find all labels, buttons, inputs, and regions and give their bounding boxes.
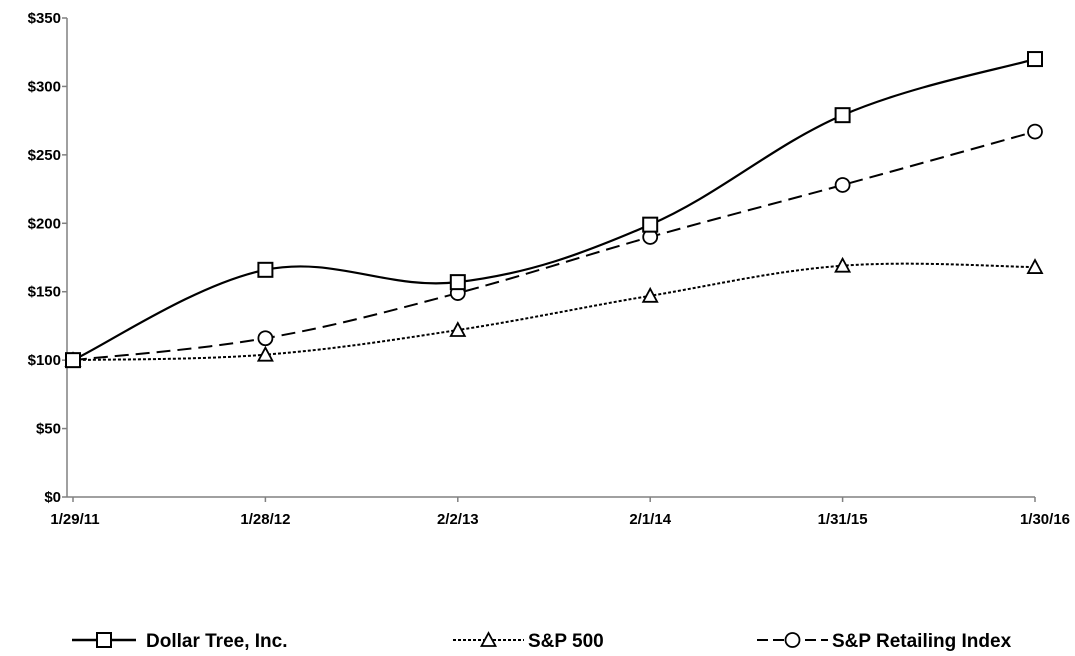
data-point-marker [642, 216, 659, 233]
data-point-marker [256, 345, 274, 362]
data-point-marker [834, 256, 852, 273]
data-point-marker [449, 274, 466, 291]
data-point-marker [834, 177, 851, 193]
data-point-marker [449, 321, 467, 337]
x-tick-label: 1/29/11 [50, 511, 99, 528]
legend-marker [479, 631, 498, 647]
data-point-marker [1027, 123, 1043, 140]
legend: Dollar Tree, Inc. S&P 500 S&P Retailing In… [72, 631, 1012, 652]
y-tick-label: $350 [28, 10, 61, 27]
x-tick-label: 1/30/16 [1020, 511, 1070, 528]
series-line [72, 58, 1036, 362]
series-line [72, 262, 1036, 362]
legend-marker [96, 632, 112, 648]
axes: $0 $50 $100 $150 $200 $250 $300 $350 1/29/11 1/28… [28, 10, 1070, 528]
x-tick-label: 1/31/15 [818, 511, 868, 528]
data-point-marker [1027, 51, 1043, 68]
legend-item: Dollar Tree, Inc. [72, 631, 288, 652]
x-tick-label: 2/2/13 [437, 511, 479, 528]
y-tick-label: $0 [44, 489, 61, 506]
data-point-marker [65, 352, 81, 369]
series-line [72, 130, 1036, 362]
series-sandp-retailing-index [65, 123, 1043, 369]
y-tick-label: $200 [28, 215, 61, 232]
y-tick-label: $150 [28, 284, 61, 301]
data-point-marker [257, 261, 274, 278]
legend-label: S&P 500 [528, 631, 604, 652]
legend-label: Dollar Tree, Inc. [146, 631, 288, 652]
series-lines [64, 51, 1044, 369]
y-tick-label: $100 [28, 352, 61, 369]
legend-marker [784, 632, 801, 648]
legend-label: S&P Retailing Index [832, 631, 1012, 652]
y-tick-label: $250 [28, 147, 61, 164]
data-point-marker [257, 330, 274, 347]
legend-item: S&P 500 [453, 631, 604, 652]
x-tick-label: 1/28/12 [240, 511, 290, 528]
series-dollar-tree-inc [65, 51, 1043, 369]
data-point-marker [1026, 258, 1044, 274]
y-tick-label: $300 [28, 78, 61, 95]
legend-item: S&P Retailing Index [757, 631, 1012, 652]
y-tick-label: $50 [36, 421, 61, 438]
series-sandp-500 [64, 256, 1044, 368]
data-point-marker [834, 107, 851, 124]
data-point-marker [641, 286, 659, 303]
x-tick-label: 2/1/14 [629, 511, 671, 528]
